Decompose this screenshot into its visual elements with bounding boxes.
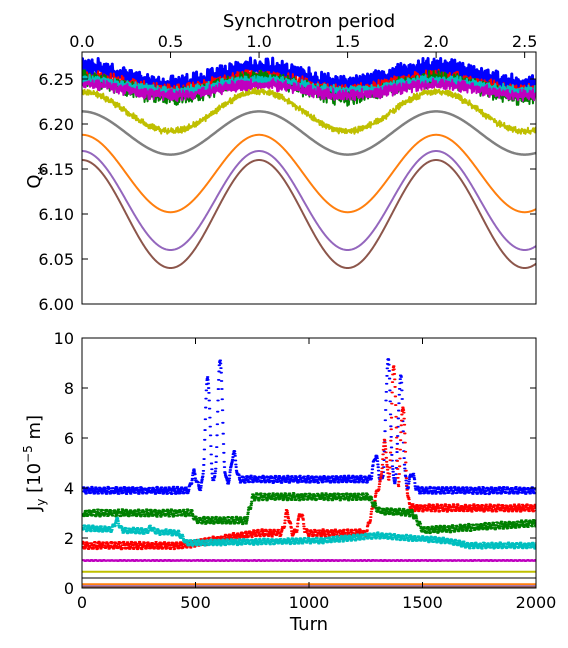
bottom-y-ticks: 0 2 4 6 8 10 [54, 329, 536, 598]
bottom-x-tick-label: 2000 [516, 593, 557, 612]
top-y-tick-label: 6.05 [38, 250, 74, 269]
top-y-tick-label: 6.00 [38, 295, 74, 314]
bottom-x-axis-title: Turn [289, 614, 328, 635]
bottom-y-tick-label: 4 [64, 479, 74, 498]
bottom-series [82, 516, 536, 550]
bottom-series-group [82, 358, 536, 588]
bottom-series [82, 491, 536, 535]
bottom-series-points [82, 491, 536, 535]
top-y-tick-label: 6.25 [38, 70, 74, 89]
bottom-y-tick-label: 10 [54, 329, 74, 348]
bottom-x-tick-label: 1000 [289, 593, 330, 612]
top-series-line [82, 159, 536, 269]
bottom-y-axis-title: Jy [10−5 m] [21, 415, 48, 512]
top-y-tick-label: 6.15 [38, 160, 74, 179]
top-y-ticks: 6.00 6.05 6.10 6.15 6.20 6.25 [38, 70, 536, 314]
bottom-y-tick-label: 2 [64, 529, 74, 548]
bottom-plot-frame [81, 337, 537, 589]
bottom-panel: 0 2 4 6 8 10 0 500 1000 1500 2000 Turn Jy [10−5 m… [21, 329, 556, 635]
top-axis-title: Synchrotron period [223, 11, 395, 32]
bottom-series-points [82, 365, 536, 551]
bottom-series-points [82, 358, 536, 496]
top-series-line [82, 110, 536, 156]
top-x-tick-label: 1.5 [335, 32, 360, 51]
bottom-series [82, 358, 536, 496]
top-x-tick-label: 0.5 [158, 32, 183, 51]
bottom-x-ticks: 0 500 1000 1500 2000 [77, 338, 556, 612]
bottom-series [82, 365, 536, 551]
bottom-series-points [82, 516, 536, 550]
bottom-x-tick-label: 0 [77, 593, 87, 612]
top-plot-frame [81, 51, 537, 305]
top-y-tick-label: 6.10 [38, 205, 74, 224]
top-series-line [82, 87, 536, 135]
top-x-tick-label: 2.0 [423, 32, 448, 51]
bottom-x-tick-label: 500 [180, 593, 211, 612]
top-series-line [82, 150, 536, 251]
top-panel: 6.00 6.05 6.10 6.15 6.20 6.25 0.0 0.5 1.0 1.5 2.0… [24, 11, 537, 314]
top-x-tick-label: 0.0 [69, 32, 94, 51]
bottom-y-tick-label: 8 [64, 379, 74, 398]
bottom-y-tick-label: 6 [64, 429, 74, 448]
top-y-axis-title: Qy [24, 167, 48, 188]
top-y-tick-label: 6.20 [38, 115, 74, 134]
top-series-group [82, 56, 536, 269]
top-x-ticks-secondary: 0.0 0.5 1.0 1.5 2.0 2.5 [69, 32, 537, 58]
top-x-tick-label: 2.5 [512, 32, 537, 51]
bottom-y-tick-label: 0 [64, 579, 74, 598]
bottom-x-tick-label: 1500 [402, 593, 443, 612]
top-series-line [82, 77, 536, 103]
top-x-tick-label: 1.0 [246, 32, 271, 51]
bottom-series-points [82, 558, 536, 563]
top-series-line [82, 133, 536, 214]
bottom-series [82, 558, 536, 563]
